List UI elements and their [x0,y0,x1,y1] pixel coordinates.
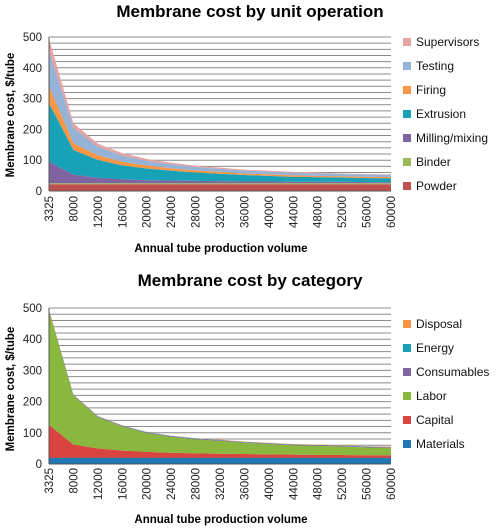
x-tick-label: 24000 [166,196,178,228]
x-tick-label: 12000 [93,196,105,228]
y-tick-label: 0 [36,186,42,198]
y-tick-label: 200 [23,124,42,136]
area-binder [49,183,391,185]
legend-label-disposal: Disposal [416,317,462,331]
legend-label-energy: Energy [416,341,454,355]
legend-swatch-testing [403,62,411,70]
x-axis-label: Annual tube production volume [134,514,307,526]
legend-label-labor: Labor [416,389,447,403]
legend-label-materials: Materials [416,437,465,451]
x-tick-label: 56000 [362,468,374,500]
y-tick-label: 500 [23,303,42,315]
chart-title: Membrane cost by category [138,271,363,290]
y-tick-label: 0 [36,459,42,471]
y-axis-label: Membrane cost, $/tube [5,327,17,452]
x-tick-label: 32000 [215,468,227,500]
legend-label-extrusion: Extrusion [416,107,466,121]
x-tick-label: 44000 [288,468,300,500]
legend-label-testing: Testing [416,59,454,73]
x-tick-labels: 3325 8000 12000 16000 20000 24000 28000 32000 36… [44,196,398,228]
y-tick-label: 100 [23,428,42,440]
x-tick-label: 16000 [117,196,129,228]
chart-unit-operation: Membrane cost by unit operation Annual t… [5,2,488,255]
x-tick-labels: 3325 8000 12000 16000 20000 24000 28000 32000 36… [44,468,398,500]
x-axis-label: Annual tube production volume [134,243,307,255]
x-tick-label: 56000 [362,196,374,228]
legend-label-milling-mixing: Milling/mixing [416,131,488,145]
y-tick-label: 400 [23,63,42,75]
legend-swatch-supervisors [403,38,411,46]
area-series [49,309,391,464]
legend: Disposal Energy Consumables Labor Capital Mat… [403,317,489,451]
legend-swatch-binder [403,158,411,166]
area-powder [49,184,391,191]
x-tick-label: 48000 [313,468,325,500]
legend-swatch-milling-mixing [403,134,411,142]
x-tick-label: 12000 [93,468,105,500]
y-tick-label: 100 [23,155,42,167]
x-tick-label: 8000 [68,468,80,494]
area-milling-mixing [49,161,391,184]
x-tick-label: 28000 [191,196,203,228]
legend-swatch-labor [403,392,411,400]
legend-swatch-powder [403,182,411,190]
chart-title: Membrane cost by unit operation [116,2,383,21]
x-tick-label: 28000 [191,468,203,500]
x-tick-label: 3325 [44,468,56,494]
x-tick-label: 36000 [239,468,251,500]
x-tick-label: 52000 [337,196,349,228]
legend-swatch-materials [403,440,411,448]
legend-swatch-energy [403,344,411,352]
area-series [49,38,391,191]
y-tick-labels: 0 100 200 300 400 500 [23,32,42,198]
area-capital [49,425,391,458]
legend-swatch-disposal [403,320,411,328]
x-tick-label: 32000 [215,196,227,228]
x-tick-label: 60000 [386,468,398,500]
area-labor [49,311,391,456]
x-tick-label: 20000 [142,196,154,228]
y-tick-label: 400 [23,334,42,346]
x-tick-label: 40000 [264,196,276,228]
x-tick-label: 40000 [264,468,276,500]
chart-category-svg: Membrane cost by category Annual tube pr… [5,271,489,526]
legend: Supervisors Testing Firing Extrusion Milling… [403,35,488,193]
legend-label-powder: Powder [416,179,457,193]
y-tick-label: 300 [23,94,42,106]
chart-category: Membrane cost by category Annual tube pr… [0,264,498,528]
x-tick-label: 8000 [68,196,80,222]
x-tick-label: 44000 [288,196,300,228]
x-tick-label: 36000 [239,196,251,228]
area-extrusion [49,103,391,183]
area-materials [49,457,391,464]
x-tick-label: 16000 [117,468,129,500]
legend-swatch-consumables [403,368,411,376]
x-tick-label: 24000 [166,468,178,500]
x-tick-label: 48000 [313,196,325,228]
legend-swatch-capital [403,416,411,424]
legend-label-capital: Capital [416,413,453,427]
legend-swatch-firing [403,86,411,94]
y-tick-label: 200 [23,397,42,409]
legend-label-supervisors: Supervisors [416,35,479,49]
legend-swatch-extrusion [403,110,411,118]
y-tick-label: 300 [23,365,42,377]
x-tick-label: 52000 [337,468,349,500]
x-tick-label: 20000 [142,468,154,500]
y-tick-label: 500 [23,32,42,44]
x-tick-label: 60000 [386,196,398,228]
y-tick-labels: 0 100 200 300 400 500 [23,303,42,471]
chart-unit-operation-svg: Membrane cost by unit operation Annual t… [5,2,488,255]
x-tick-label: 3325 [44,196,56,222]
y-axis-label: Membrane cost, $/tube [5,53,17,178]
legend-label-firing: Firing [416,83,446,97]
legend-label-consumables: Consumables [416,365,489,379]
legend-label-binder: Binder [416,155,451,169]
